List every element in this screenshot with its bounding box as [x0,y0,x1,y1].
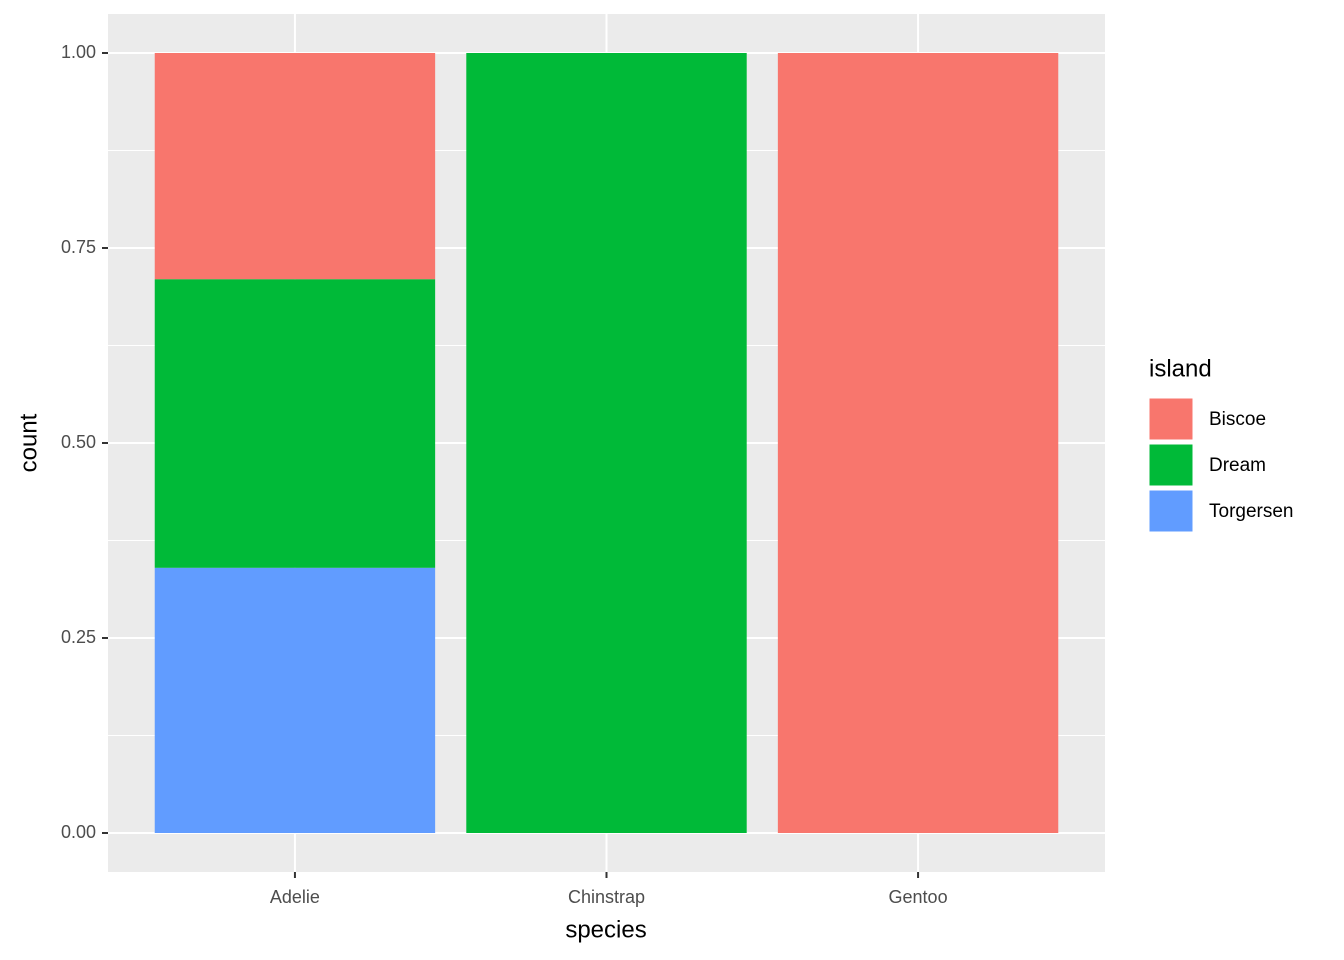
y-tick-label: 0.50 [61,432,96,452]
bar-segment [466,53,747,833]
bar-segment [154,53,436,280]
legend-label: Dream [1209,455,1266,476]
x-tick-label: Chinstrap [568,887,645,907]
bar-segment [154,567,436,833]
bar-segment [777,53,1059,833]
legend-title: island [1149,355,1212,382]
bar-segment [154,279,436,568]
legend-key [1148,397,1194,441]
legend-label: Torgersen [1209,501,1294,522]
y-tick-label: 0.75 [61,237,96,257]
x-axis-title: species [565,916,646,943]
y-tick-label: 0.25 [61,627,96,647]
y-tick-label: 1.00 [61,42,96,62]
legend-key [1148,443,1194,487]
legend-label: Biscoe [1209,409,1266,430]
legend-key [1148,489,1194,533]
y-tick-label: 0.00 [61,822,96,842]
x-tick-label: Gentoo [889,887,948,907]
y-axis-title: count [15,413,42,472]
x-tick-label: Adelie [270,887,320,907]
